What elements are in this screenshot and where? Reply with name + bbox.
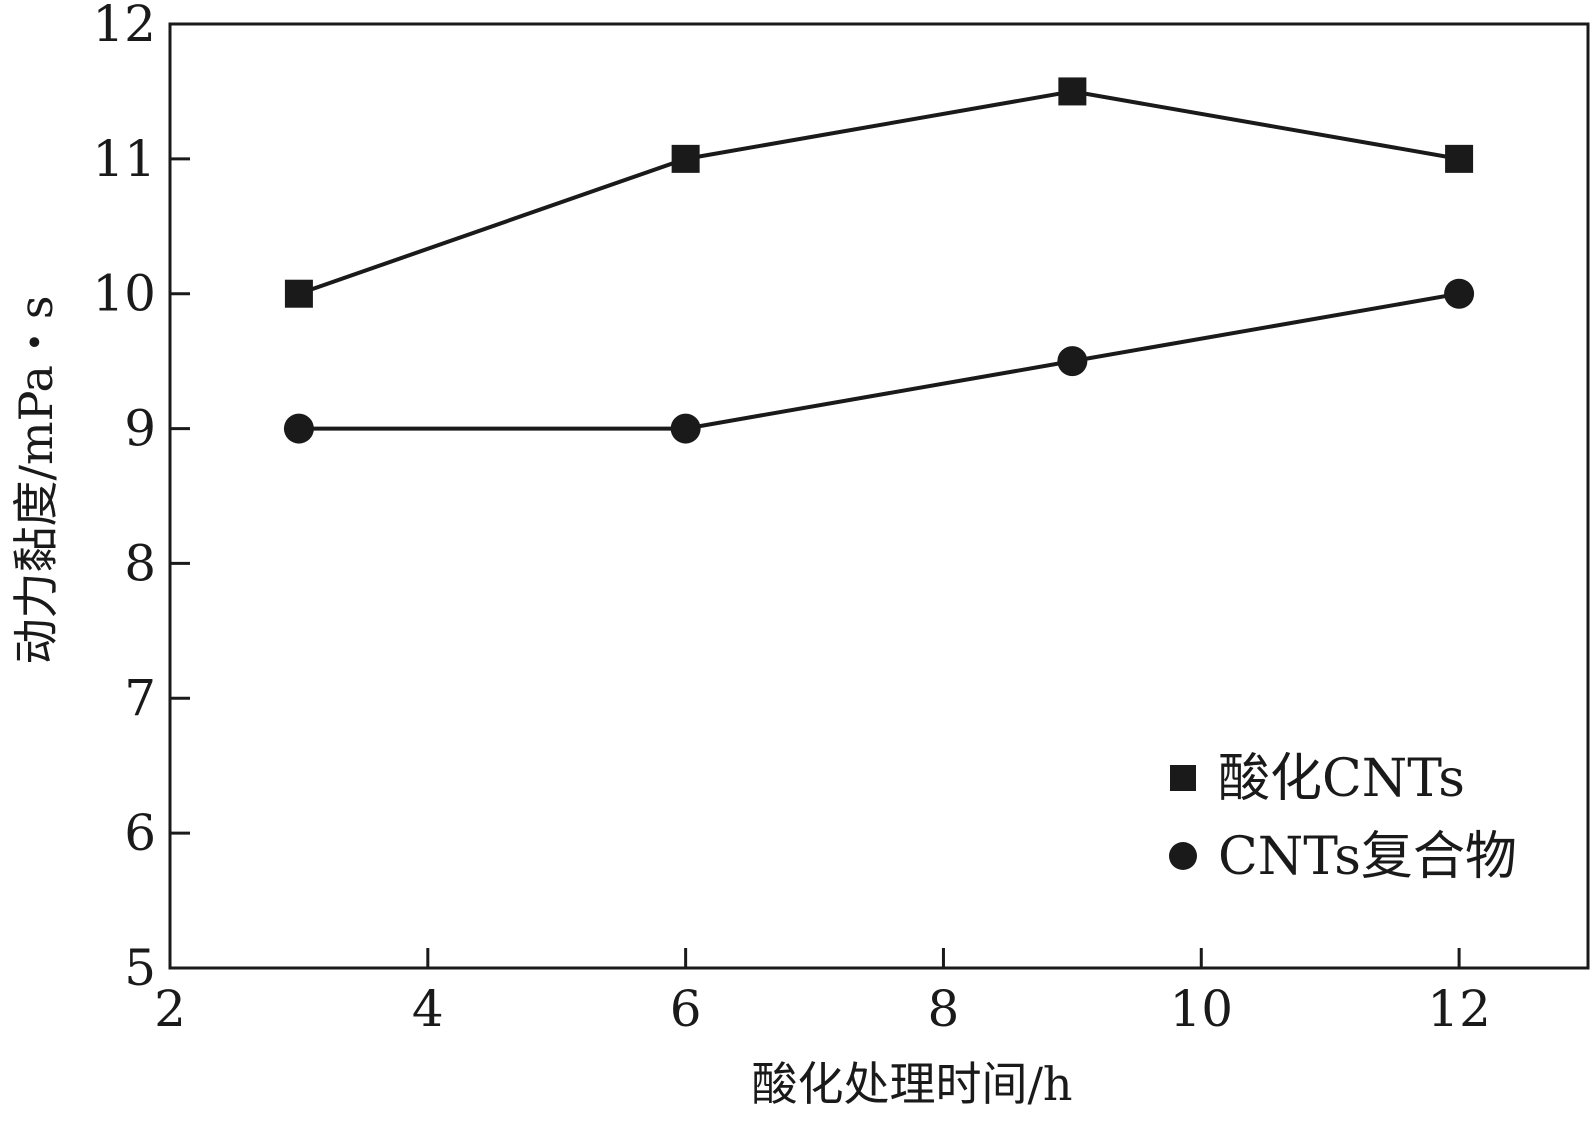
data-point-circle (1057, 346, 1088, 377)
data-point-square (671, 144, 700, 173)
legend-marker-circle (1169, 842, 1197, 870)
y-tick-label: 5 (124, 939, 156, 997)
y-tick-label: 9 (124, 400, 156, 458)
plot-area (283, 77, 1475, 444)
y-tick-label: 6 (124, 804, 156, 862)
y-tick-label: 11 (92, 130, 156, 188)
data-point-square (1445, 144, 1474, 173)
plot-frame (168, 22, 1590, 970)
data-point-circle (1444, 278, 1475, 309)
data-point-square (1058, 77, 1087, 106)
y-tick-label: 8 (124, 534, 156, 592)
axis-ticks: 2 4 6 8 10 12 5 6 7 8 9 10 11 12 (92, 0, 1491, 1038)
data-point-square (284, 279, 313, 308)
x-tick-label: 6 (670, 980, 702, 1038)
legend-marker-square (1170, 765, 1196, 791)
series-line-1 (298, 89, 1460, 296)
legend-label: 酸化CNTs (1218, 749, 1465, 809)
x-tick-label: 4 (412, 980, 444, 1038)
x-tick-label: 12 (1427, 980, 1491, 1038)
x-axis-label: 酸化处理时间/h (751, 1057, 1072, 1111)
y-tick-label: 10 (92, 265, 156, 323)
legend: 酸化CNTs CNTs复合物 (1169, 749, 1517, 887)
y-tick-label: 7 (124, 669, 156, 727)
data-point-circle (283, 413, 314, 444)
x-tick-label: 10 (1169, 980, 1233, 1038)
y-axis-label: 动力黏度/mPa・s (9, 295, 63, 664)
series-line-2 (298, 291, 1460, 431)
x-tick-label: 8 (928, 980, 960, 1038)
x-tick-label: 2 (154, 980, 186, 1038)
data-point-circle (670, 413, 701, 444)
legend-label: CNTs复合物 (1218, 827, 1517, 887)
y-tick-label: 12 (92, 0, 156, 53)
